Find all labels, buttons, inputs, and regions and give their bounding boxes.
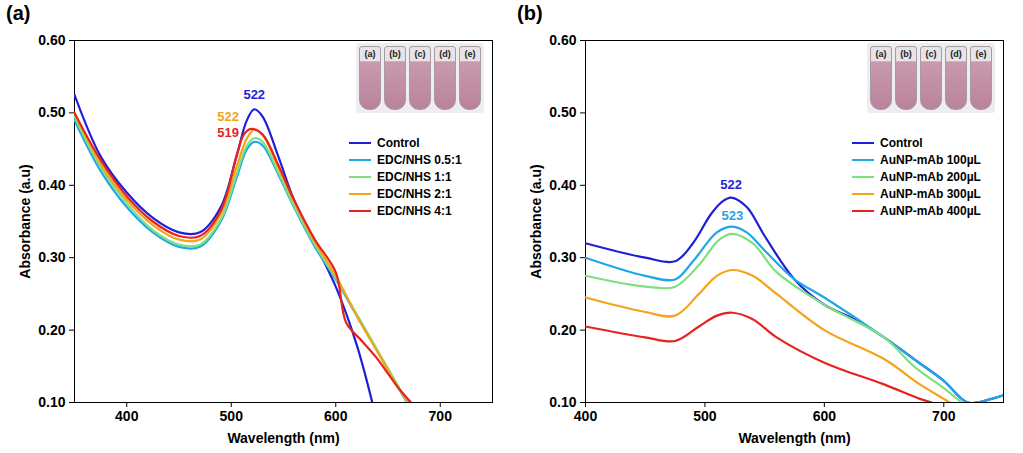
html-text:(a): (a) bbox=[364, 49, 376, 59]
svg-text:0.60: 0.60 bbox=[549, 32, 576, 48]
svg-text:400: 400 bbox=[115, 408, 139, 424]
svg-text:0.10: 0.10 bbox=[549, 394, 576, 410]
svg-text:0.20: 0.20 bbox=[549, 322, 576, 338]
html-text:EDC/NHS 0.5:1: EDC/NHS 0.5:1 bbox=[377, 152, 462, 167]
html-text:(c): (c) bbox=[925, 49, 937, 59]
svg-text:0.20: 0.20 bbox=[38, 322, 65, 338]
svg-text:0.50: 0.50 bbox=[38, 104, 65, 120]
html-text:(e): (e) bbox=[975, 49, 987, 59]
html-text:AuNP-mAb 100µL: AuNP-mAb 100µL bbox=[880, 152, 981, 167]
svg-text:700: 700 bbox=[932, 408, 956, 424]
svg-text:0.40: 0.40 bbox=[549, 177, 576, 193]
svg-text:0.30: 0.30 bbox=[549, 249, 576, 265]
html-text:(d): (d) bbox=[439, 49, 451, 59]
svg-text:523: 523 bbox=[722, 208, 744, 223]
html-text:(b): (b) bbox=[389, 49, 401, 59]
svg-text:0.10: 0.10 bbox=[38, 394, 65, 410]
svg-text:0.50: 0.50 bbox=[549, 104, 576, 120]
svg-text:522: 522 bbox=[720, 177, 742, 192]
svg-text:500: 500 bbox=[693, 408, 717, 424]
html-text:Control: Control bbox=[377, 135, 420, 150]
svg-text:Absorbance (a.u): Absorbance (a.u) bbox=[528, 164, 544, 278]
html-text:EDC/NHS 4:1: EDC/NHS 4:1 bbox=[377, 203, 452, 218]
svg-text:522: 522 bbox=[217, 109, 239, 124]
svg-text:Wavelength (nm): Wavelength (nm) bbox=[738, 430, 850, 446]
svg-text:400: 400 bbox=[574, 408, 598, 424]
html-text:(b): (b) bbox=[517, 2, 543, 24]
svg-text:700: 700 bbox=[429, 408, 453, 424]
svg-text:600: 600 bbox=[324, 408, 348, 424]
html-text:(a): (a) bbox=[6, 2, 31, 24]
svg-text:0.60: 0.60 bbox=[38, 32, 65, 48]
html-text:(e): (e) bbox=[464, 49, 476, 59]
svg-text:600: 600 bbox=[813, 408, 837, 424]
svg-text:0.40: 0.40 bbox=[38, 177, 65, 193]
svg-text:Absorbance (a.u): Absorbance (a.u) bbox=[17, 164, 33, 278]
html-text:AuNP-mAb 400µL: AuNP-mAb 400µL bbox=[880, 203, 981, 218]
html-text:EDC/NHS 1:1: EDC/NHS 1:1 bbox=[377, 169, 452, 184]
html-text:Control: Control bbox=[880, 135, 923, 150]
svg-text:519: 519 bbox=[217, 125, 239, 140]
html-text:AuNP-mAb 200µL: AuNP-mAb 200µL bbox=[880, 169, 981, 184]
html-text:(b): (b) bbox=[900, 49, 912, 59]
html-text:(d): (d) bbox=[950, 49, 962, 59]
html-text:(c): (c) bbox=[414, 49, 426, 59]
svg-text:Wavelength (nm): Wavelength (nm) bbox=[227, 430, 339, 446]
html-text:AuNP-mAb 300µL: AuNP-mAb 300µL bbox=[880, 186, 981, 201]
svg-text:0.30: 0.30 bbox=[38, 249, 65, 265]
html-text:EDC/NHS 2:1: EDC/NHS 2:1 bbox=[377, 186, 452, 201]
svg-text:500: 500 bbox=[220, 408, 244, 424]
html-text:(a): (a) bbox=[875, 49, 887, 59]
svg-text:522: 522 bbox=[243, 87, 265, 102]
